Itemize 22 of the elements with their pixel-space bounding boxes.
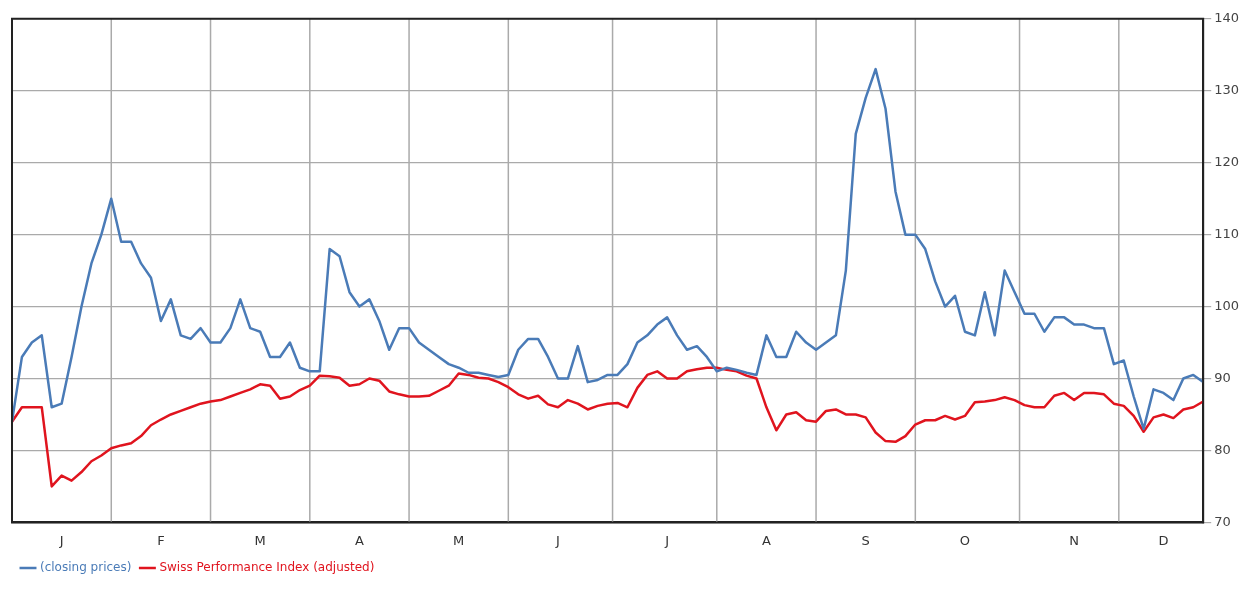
y-tick-label: 120 <box>1214 154 1240 170</box>
y-tick-label: 80 <box>1214 441 1231 457</box>
x-tick-label: F <box>157 532 165 548</box>
x-tick-label: M <box>453 532 465 548</box>
x-tick-label: S <box>861 532 870 548</box>
y-tick-label: 130 <box>1214 82 1240 98</box>
x-tick-label: J <box>58 532 64 548</box>
legend-label: Swiss Performance Index (adjusted) <box>159 560 375 575</box>
x-tick-label: O <box>959 532 971 548</box>
x-tick-label: A <box>761 532 771 548</box>
y-tick-label: 110 <box>1214 226 1240 241</box>
x-tick-label: J <box>555 532 560 548</box>
y-tick-label: 70 <box>1214 513 1231 529</box>
x-tick-label: D <box>1158 532 1169 548</box>
y-tick-label: 100 <box>1214 297 1240 313</box>
legend-label: (closing prices) <box>40 560 132 575</box>
x-tick-label: M <box>254 532 266 548</box>
x-tick-label: A <box>354 532 364 548</box>
y-tick-label: 140 <box>1214 10 1240 26</box>
x-tick-label: N <box>1069 532 1080 548</box>
x-tick-label: J <box>664 532 670 548</box>
y-tick-label: 90 <box>1214 369 1231 385</box>
